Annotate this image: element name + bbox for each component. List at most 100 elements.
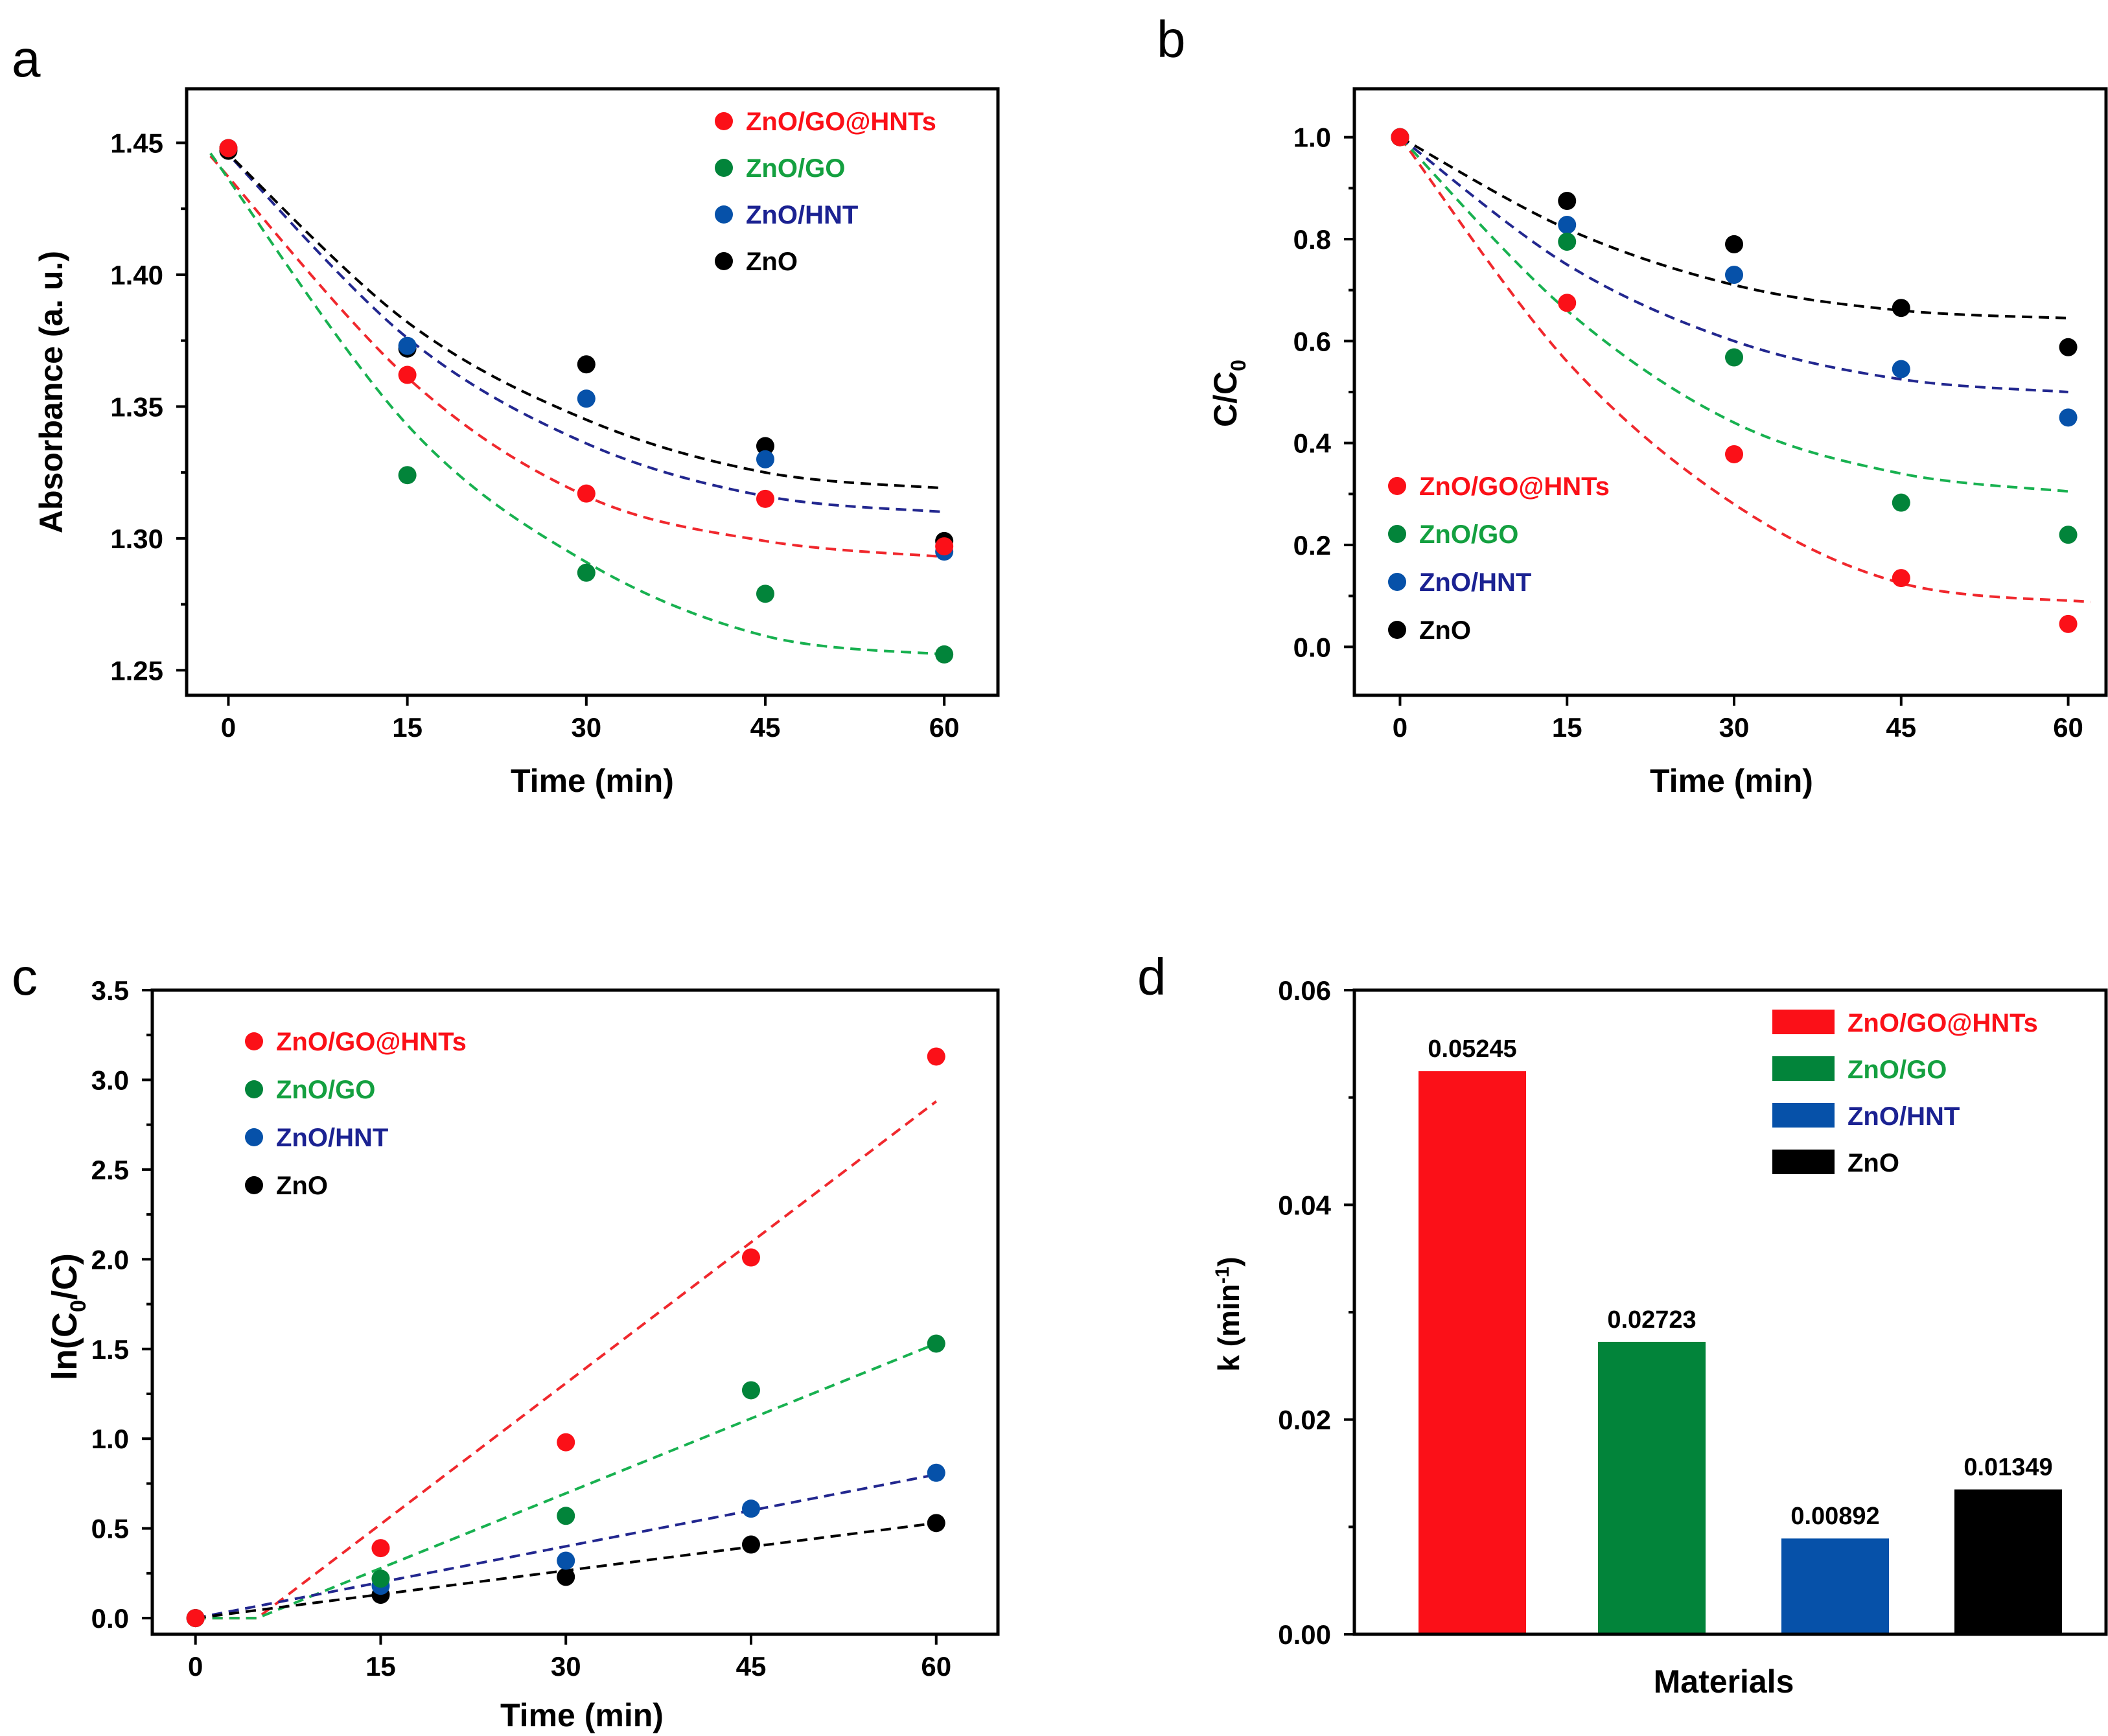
panel-letter-c: c — [12, 948, 38, 1006]
data-point-zno-go-hnts — [577, 484, 596, 503]
panel-b-y-axis-title-main: C/C — [1207, 371, 1244, 427]
legend-label-zno-go-hnts: ZnO/GO@HNTs — [1847, 1009, 2038, 1037]
panel-letter-d: d — [1137, 948, 1166, 1006]
legend-label-zno: ZnO — [1847, 1149, 1899, 1177]
fit-line-zno-hnt — [195, 1473, 937, 1620]
data-point-zno-go-hnts — [927, 1047, 945, 1066]
panel-a-y-tick-label: 1.25 — [110, 655, 163, 686]
fit-curve-zno-go-hnts — [209, 155, 945, 559]
panel-b-axes: 0 15 30 45 60 0.0 0.2 0.4 0.6 0.8 1.0 — [1293, 122, 2083, 743]
fit-curve-zno-hnt — [221, 147, 945, 514]
panel-d-y-axis-title-pre: k (min — [1212, 1284, 1245, 1371]
legend-marker-zno-go — [715, 159, 733, 177]
data-point-zno-hnt — [2059, 408, 2078, 427]
data-point-zno-hnt — [741, 1499, 760, 1518]
data-point-zno-go-hnts — [1558, 294, 1577, 312]
data-point-zno-go-hnts — [935, 537, 954, 556]
legend-label-zno-hnt: ZnO/HNT — [1847, 1102, 1960, 1131]
panel-b-x-tick-label: 0 — [1393, 712, 1407, 743]
panel-c-y-axis-title-sub: 0 — [66, 1300, 91, 1312]
panel-c-y-tick-label: 1.5 — [91, 1334, 129, 1365]
legend-label-zno-go: ZnO/GO — [1419, 520, 1518, 549]
panel-d-x-axis-title: Materials — [1654, 1663, 1794, 1700]
panel-c-plot-area — [186, 1047, 945, 1628]
data-point-zno-go-hnts — [1892, 569, 1910, 588]
legend-label-zno-go-hnts: ZnO/GO@HNTs — [1419, 472, 1610, 501]
panel-c-y-axis-title: ln(C0/C) — [45, 1253, 91, 1380]
panel-b-x-tick-label: 30 — [1719, 712, 1750, 743]
panel-b-y-tick-label: 0.8 — [1293, 224, 1331, 255]
legend-marker-zno — [1388, 621, 1406, 639]
data-point-zno-go — [1892, 493, 1910, 512]
data-point-zno-go — [371, 1569, 390, 1588]
legend-marker-zno-go-hnts — [1388, 477, 1406, 495]
fit-curve-zno-go-hnts — [1398, 136, 2091, 604]
data-point-zno-go-hnts — [398, 365, 417, 384]
legend-marker-zno-go-hnts — [245, 1032, 263, 1050]
panel-a-plot-area — [209, 139, 954, 664]
fit-curve-zno-go — [1399, 136, 2068, 493]
legend-marker-zno-go — [1388, 525, 1406, 543]
panel-c-frame — [150, 988, 1000, 1636]
panel-b-x-axis-title: Time (min) — [1650, 763, 1813, 799]
panel-b-x-tick-label: 15 — [1552, 712, 1582, 743]
panel-b-legend: ZnO/GO@HNTs ZnO/GO ZnO/HNT ZnO — [1388, 472, 1610, 645]
panel-c-y-tick-label: 2.0 — [91, 1244, 129, 1275]
legend-label-zno: ZnO — [1419, 616, 1471, 645]
legend-marker-zno-hnt — [715, 205, 733, 224]
panel-c-x-tick-label: 0 — [188, 1651, 203, 1682]
panel-a-x-tick-label: 45 — [750, 712, 781, 743]
panel-d-axes: 0.00 0.02 0.04 0.06 — [1278, 975, 1354, 1650]
legend-swatch-zno-hnt — [1772, 1103, 1835, 1128]
legend-label-zno-go: ZnO/GO — [276, 1076, 375, 1104]
panel-a-y-tick-label: 1.35 — [110, 391, 163, 422]
bar-zno — [1954, 1489, 2062, 1634]
legend-swatch-zno-go — [1772, 1056, 1835, 1081]
data-point-zno — [1725, 235, 1744, 253]
fit-curve-zno-hnt — [1399, 136, 2068, 393]
panel-a-absorbance-chart: 0 15 30 45 60 1.25 1.30 1.35 1.40 1.45 Time (min)… — [33, 87, 1000, 799]
legend-label-zno-go: ZnO/GO — [1847, 1056, 1947, 1084]
data-point-zno-go — [741, 1381, 760, 1400]
panel-a-y-tick-label: 1.30 — [110, 524, 163, 554]
panel-c-y-tick-label: 3.5 — [91, 975, 129, 1006]
panel-c-axes: 0 15 30 45 60 0.0 0.5 1.0 1.5 2.0 2.5 3.0 3.5 — [91, 975, 951, 1682]
legend-label-zno-go-hnts: ZnO/GO@HNTs — [746, 108, 936, 136]
data-point-zno — [577, 355, 596, 374]
panel-b-plot-area — [1391, 128, 2091, 633]
legend-label-zno-hnt: ZnO/HNT — [1419, 568, 1531, 597]
data-point-zno-go-hnts — [2059, 614, 2078, 633]
panel-d-y-tick-label: 0.02 — [1278, 1405, 1331, 1435]
panel-a-x-axis-title: Time (min) — [511, 763, 674, 799]
panel-d-y-tick-label: 0.04 — [1278, 1190, 1331, 1220]
data-point-zno-hnt — [557, 1551, 575, 1570]
data-point-zno-go — [577, 563, 596, 582]
legend-marker-zno-hnt — [1388, 573, 1406, 591]
data-point-zno-hnt — [1892, 360, 1910, 378]
legend-marker-zno-hnt — [245, 1128, 263, 1146]
panel-letter-a: a — [12, 30, 41, 87]
panel-d-y-axis-title-sup: -1 — [1212, 1267, 1233, 1284]
data-point-zno-go — [557, 1507, 575, 1525]
legend-label-zno-hnt: ZnO/HNT — [276, 1124, 388, 1152]
data-point-zno — [1892, 299, 1910, 318]
panel-a-x-tick-label: 60 — [929, 712, 960, 743]
legend-label-zno: ZnO — [746, 248, 798, 276]
panel-b-x-tick-label: 45 — [1886, 712, 1916, 743]
data-point-zno-go-hnts — [741, 1248, 760, 1267]
bar-value-label-zno-hnt: 0.00892 — [1790, 1503, 1879, 1530]
panel-b-x-tick-label: 60 — [2053, 712, 2083, 743]
panel-d-plot-area: 0.05245 0.02723 0.00892 0.01349 — [1419, 1036, 2062, 1634]
data-point-zno-go — [756, 584, 774, 603]
panel-d-y-axis-title-post: ) — [1212, 1256, 1245, 1266]
panel-a-legend: ZnO/GO@HNTs ZnO/GO ZnO/HNT ZnO — [715, 108, 936, 276]
panel-d-legend: ZnO/GO@HNTs ZnO/GO ZnO/HNT ZnO — [1772, 1009, 2038, 1177]
panel-c-y-tick-label: 2.5 — [91, 1155, 129, 1185]
data-point-zno-go-hnts — [1725, 445, 1744, 463]
legend-marker-zno-go-hnts — [715, 112, 733, 130]
data-point-zno — [741, 1535, 760, 1554]
bar-value-label-zno: 0.01349 — [1963, 1454, 2052, 1481]
legend-swatch-zno-go-hnts — [1772, 1010, 1835, 1034]
